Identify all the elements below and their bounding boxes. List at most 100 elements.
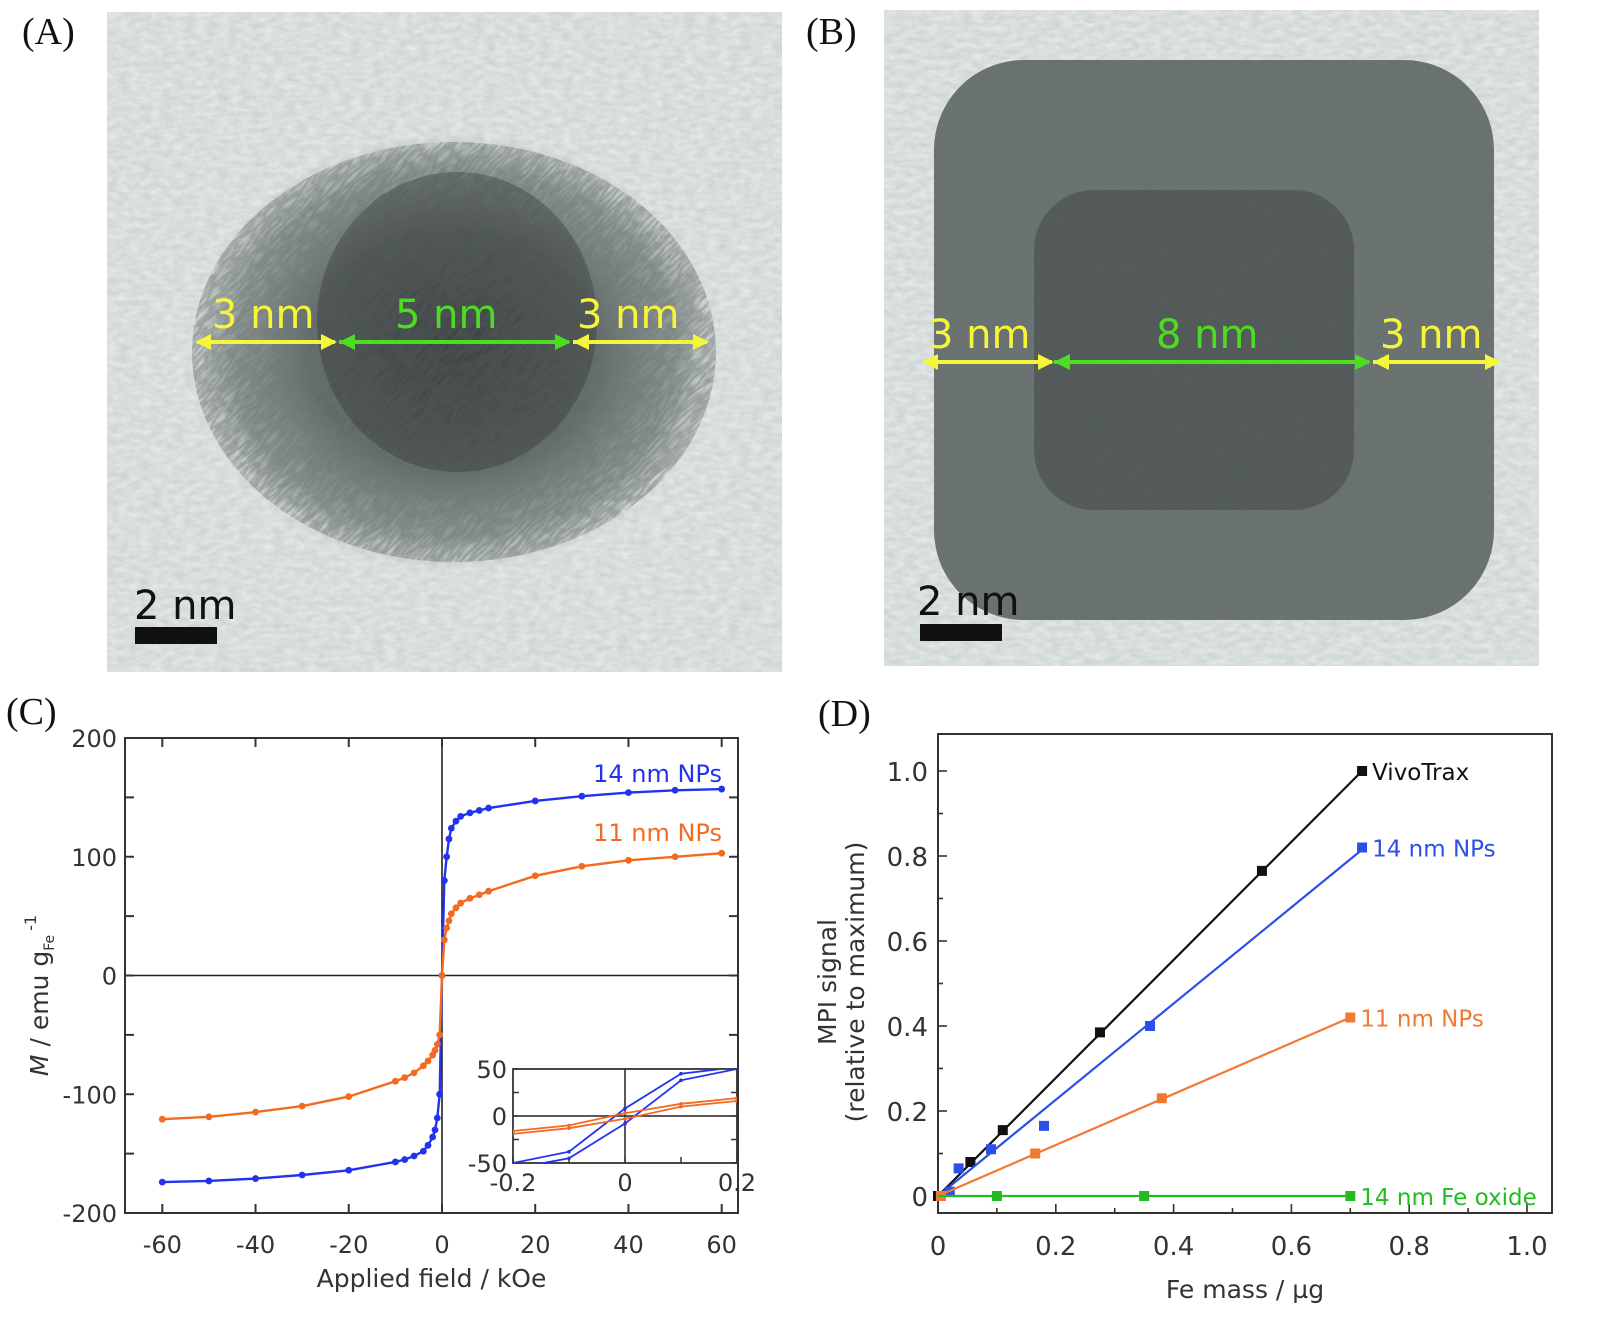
measurement-label-shell-left: 3 nm (928, 312, 1030, 358)
data-point (401, 1156, 409, 1163)
arrowhead (195, 334, 211, 350)
inset-data-point (513, 1132, 515, 1136)
inset-series-line (513, 1069, 729, 1163)
data-point (997, 1125, 1008, 1136)
inset-data-point (735, 1069, 737, 1071)
inset-data-point (567, 1156, 571, 1161)
data-point (475, 891, 483, 899)
annotation-14nm: 14 nm NPs (593, 760, 722, 788)
inset-data-point (623, 1117, 627, 1121)
data-point (424, 1057, 432, 1065)
data-point (531, 797, 539, 805)
tem-image-a: 3 nm 5 nm 3 nm 2 nm (107, 12, 782, 672)
data-point (445, 835, 453, 843)
y-tick-label: 1.0 (887, 758, 928, 788)
x-tick-label: 0.6 (1271, 1232, 1312, 1262)
data-point (445, 917, 453, 925)
series-label: 14 nm NPs (1372, 837, 1496, 863)
arrowhead (555, 334, 571, 350)
data-point (578, 792, 586, 800)
data-point (457, 812, 465, 820)
data-point (1357, 766, 1368, 776)
series-label: 14 nm Fe oxide (1360, 1185, 1536, 1211)
inset-y-tick-label: 0 (492, 1103, 507, 1131)
data-point (447, 824, 455, 832)
data-point (440, 936, 448, 944)
data-point (436, 1090, 444, 1098)
data-point (1145, 1021, 1156, 1031)
data-point (419, 1062, 427, 1070)
y-tick-label: -100 (63, 1081, 117, 1109)
inset-data-point (513, 1161, 515, 1163)
y-axis-label: M / emu gFe-1 (21, 915, 58, 1076)
data-point (158, 1115, 166, 1123)
data-point (991, 1191, 1002, 1201)
y-axis-label: MPI signal (813, 919, 842, 1045)
data-point (431, 1126, 439, 1134)
measurement-arrows (195, 334, 709, 350)
x-tick-label: 20 (520, 1231, 551, 1259)
lattice-fringes (192, 142, 716, 562)
series-11-nm-nps (158, 849, 726, 1123)
data-point (625, 789, 632, 797)
series-14-nm-nps: 14 nm NPs (937, 837, 1496, 1197)
inset-x-tick-label: -0.2 (490, 1169, 537, 1197)
data-point (443, 924, 451, 932)
data-point (410, 1069, 418, 1077)
inset-series-line (513, 1100, 737, 1135)
measurement-label-shell-left: 3 nm (212, 292, 314, 338)
arrowhead (693, 334, 709, 350)
inset-data-point (679, 1101, 683, 1106)
annotation-11nm: 11 nm NPs (593, 819, 722, 847)
data-point (457, 899, 465, 907)
data-point (438, 972, 446, 979)
panel-label-c: (C) (6, 691, 57, 733)
inset-data-point (513, 1129, 515, 1133)
data-point (1345, 1191, 1356, 1201)
data-point (452, 904, 460, 912)
series-line (162, 852, 722, 1121)
inset-data-point (679, 1104, 683, 1109)
arrowhead (1485, 354, 1501, 370)
inset-series (511, 1065, 739, 1171)
data-point (391, 1077, 399, 1085)
x-tick-label: 0 (434, 1231, 449, 1259)
inset-data-point (679, 1071, 683, 1076)
data-point (447, 910, 455, 918)
measurement-label-shell-right: 3 nm (1380, 312, 1482, 358)
inset-data-point (735, 1065, 739, 1069)
data-point (578, 862, 586, 870)
arrowhead (922, 354, 938, 370)
data-point (205, 1177, 213, 1185)
inset-series-line (513, 1097, 737, 1132)
data-point (345, 1093, 353, 1101)
x-axis-label: Applied field / kOe (317, 1264, 547, 1293)
data-point (424, 1141, 432, 1149)
x-tick-label: 1.0 (1506, 1232, 1547, 1262)
data-point (671, 786, 679, 794)
data-point (298, 1171, 306, 1179)
inset-x-tick-label: 0 (617, 1169, 632, 1197)
y-tick-label: 0.6 (887, 928, 928, 958)
panel-label-d: (D) (818, 693, 871, 735)
x-tick-label: 60 (706, 1231, 737, 1259)
data-point (1256, 865, 1267, 876)
data-point (1030, 1148, 1041, 1159)
data-point (531, 872, 539, 880)
y-tick-label: 0.4 (887, 1013, 928, 1043)
inset-frame (512, 1068, 738, 1164)
data-point (1357, 842, 1368, 853)
inset-y-tick-label: -50 (468, 1150, 507, 1178)
tem-image-b: 3 nm 8 nm 3 nm 2 nm (884, 10, 1539, 666)
series-vivotrax: VivoTrax (933, 760, 1469, 1201)
inset-data-point (511, 1167, 515, 1171)
arrowhead (573, 334, 589, 350)
inset-data-point (567, 1149, 571, 1154)
measurement-arrows (922, 354, 1501, 370)
data-point (485, 887, 493, 895)
x-tick-label: 0.8 (1389, 1232, 1430, 1262)
data-point (252, 1175, 259, 1182)
data-point (431, 1046, 439, 1054)
data-point (298, 1102, 306, 1110)
measurement-label-shell-right: 3 nm (577, 292, 679, 338)
